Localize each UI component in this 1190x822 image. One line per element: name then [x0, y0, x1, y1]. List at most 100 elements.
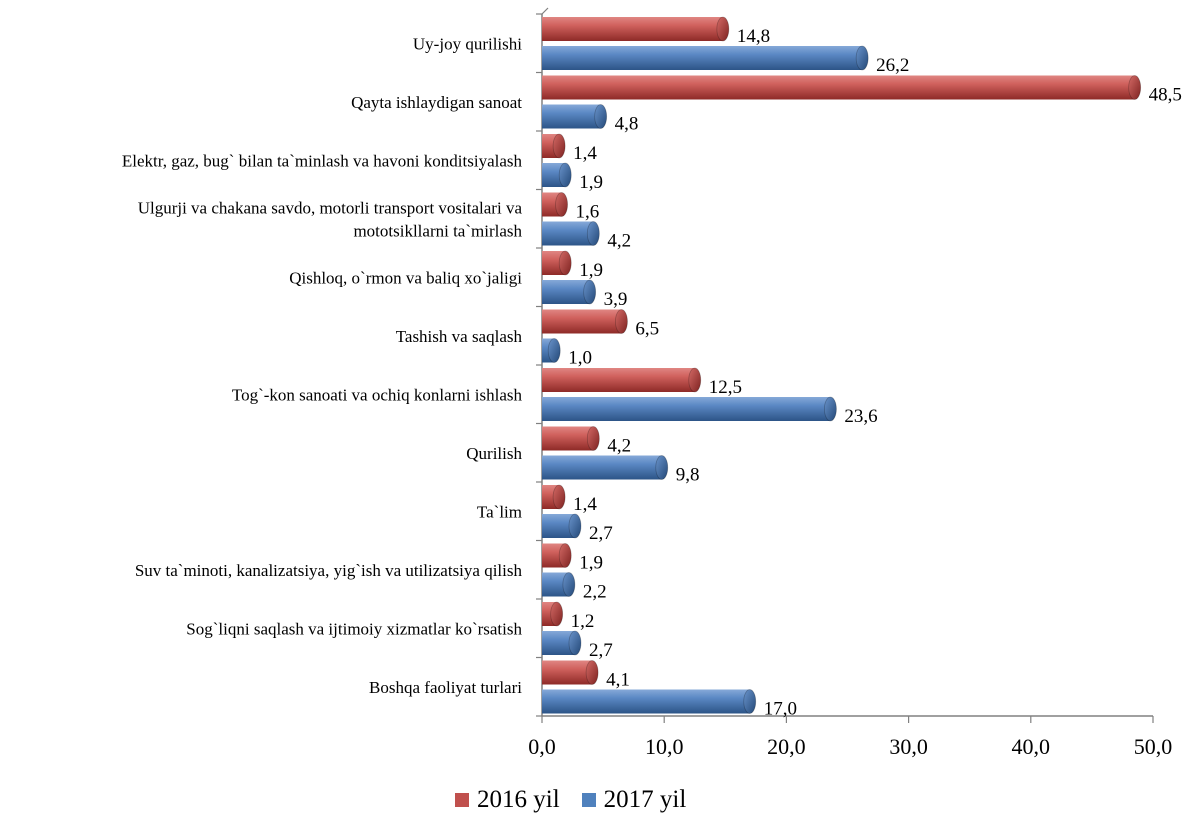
labels-group: Uy-joy qurilishi 14,8 26,2 Qayta ishlaydiga…	[122, 26, 1182, 720]
category-label-line: Ta`lim	[477, 502, 522, 521]
bar-cap-2016	[552, 133, 566, 159]
bar-cap-2016	[586, 426, 600, 451]
category-label-line: Suv ta`minoti, kanalizatsiya, yig`ish va…	[135, 561, 523, 580]
data-label-2017: 26,2	[876, 55, 909, 76]
bar-cap-2016	[555, 192, 568, 217]
x-tick-label: 0,0	[528, 734, 556, 759]
bar-cap-2016	[688, 367, 702, 393]
bar-cap-2017	[655, 455, 669, 480]
category-label-line: Elektr, gaz, bug` bilan ta`minlash va ha…	[122, 151, 523, 170]
axis-depth-line	[541, 7, 549, 15]
bar-2017	[542, 163, 566, 187]
bar-cap-2017	[547, 338, 561, 363]
data-label-2017: 3,9	[604, 289, 628, 310]
bar-cap-2017	[562, 572, 576, 597]
bar-cap-2016	[615, 309, 628, 334]
bar-cap-2017	[568, 513, 582, 539]
category-label: Qurilish	[466, 444, 522, 463]
data-label-2017: 1,9	[579, 172, 603, 193]
bar-cap-2016	[552, 484, 566, 510]
bar-cap-2017	[743, 689, 757, 714]
bar-cap-2017	[568, 630, 582, 656]
bar-2017	[542, 689, 750, 714]
data-label-2017: 4,2	[607, 231, 631, 252]
bar-2017	[542, 455, 662, 480]
data-label-2016: 48,5	[1149, 85, 1182, 106]
bar-cap-2017	[823, 396, 837, 422]
category-label-line: Uy-joy qurilishi	[413, 34, 522, 53]
x-tick-label: 10,0	[645, 734, 684, 759]
bar-2016	[542, 75, 1135, 100]
bars-group	[542, 16, 1142, 714]
legend: 2016 yil 2017 yil	[455, 786, 686, 814]
legend-swatch-2016	[455, 793, 469, 807]
legend-label-2016: 2016 yil	[477, 786, 560, 813]
bar-2017	[542, 280, 590, 304]
category-label-line: Qishloq, o`rmon va baliq xo`jaligi	[289, 268, 522, 287]
bar-2016	[542, 309, 622, 334]
bar-cap-2017	[558, 162, 572, 188]
legend-label-2017: 2017 yil	[603, 786, 687, 813]
category-label: Tog`-kon sanoati va ochiq konlarni ishla…	[232, 385, 523, 404]
data-label-2017: 1,0	[568, 348, 592, 369]
data-label-2017: 23,6	[844, 406, 877, 427]
data-label-2016: 1,2	[571, 611, 595, 632]
category-label: Ulgurji va chakana savdo, motorli transp…	[138, 198, 523, 240]
category-label-line: mototsikllarni ta`mirlash	[353, 221, 522, 240]
category-label: Qishloq, o`rmon va baliq xo`jaligi	[289, 268, 522, 287]
data-label-2016: 1,9	[579, 260, 603, 281]
bar-2016	[542, 368, 695, 392]
legend-item-2016: 2016 yil	[455, 786, 560, 814]
x-tick-label: 40,0	[1012, 734, 1051, 759]
data-label-2017: 4,8	[615, 114, 639, 135]
legend-swatch-2017	[581, 793, 596, 807]
bar-cap-2016	[558, 543, 572, 568]
x-tick-label: 30,0	[889, 734, 928, 759]
category-label: Elektr, gaz, bug` bilan ta`minlash va ha…	[122, 151, 523, 170]
bar-2016	[542, 543, 566, 568]
x-tick-label: 20,0	[767, 734, 806, 759]
data-label-2016: 4,1	[606, 670, 630, 691]
bar-cap-2016	[1128, 75, 1142, 100]
category-label-line: Tashish va saqlash	[396, 327, 523, 346]
bar-cap-2016	[558, 250, 572, 276]
data-label-2016: 12,5	[709, 377, 742, 398]
bar-cap-2016	[716, 16, 730, 42]
category-label: Tashish va saqlash	[396, 327, 523, 346]
x-tick-label: 50,0	[1134, 734, 1173, 759]
data-label-2016: 4,2	[607, 436, 631, 457]
bar-2017	[542, 397, 831, 421]
bar-cap-2017	[594, 104, 608, 129]
data-label-2017: 2,2	[583, 582, 607, 603]
category-label: Sog`liqni saqlash va ijtimoiy xizmatlar …	[186, 619, 522, 638]
category-label-line: Qurilish	[466, 444, 522, 463]
bar-2016	[542, 17, 723, 41]
category-label: Qayta ishlaydigan sanoat	[351, 93, 522, 112]
category-label-line: Boshqa faoliyat turlari	[369, 678, 522, 697]
data-label-2016: 1,4	[573, 143, 597, 164]
category-label: Boshqa faoliyat turlari	[369, 678, 522, 697]
bar-2017	[542, 46, 863, 70]
bar-cap-2017	[583, 279, 597, 305]
category-label: Suv ta`minoti, kanalizatsiya, yig`ish va…	[135, 561, 523, 580]
bar-2016	[542, 426, 594, 451]
bar-cap-2016	[550, 601, 564, 627]
data-label-2016: 1,9	[579, 553, 603, 574]
category-label-line: Ulgurji va chakana savdo, motorli transp…	[138, 198, 523, 217]
bar-cap-2017	[855, 45, 869, 71]
bar-2017	[542, 221, 594, 246]
legend-item-2017: 2017 yil	[581, 786, 687, 814]
category-label-line: Tog`-kon sanoati va ochiq konlarni ishla…	[232, 385, 523, 404]
data-label-2017: 2,7	[589, 523, 613, 544]
category-label-line: Qayta ishlaydigan sanoat	[351, 93, 522, 112]
data-label-2017: 17,0	[764, 699, 797, 720]
category-label-line: Sog`liqni saqlash va ijtimoiy xizmatlar …	[186, 619, 522, 638]
data-label-2016: 6,5	[635, 319, 659, 340]
bar-2016	[542, 660, 593, 685]
bar-cap-2017	[586, 221, 600, 246]
category-label: Uy-joy qurilishi	[413, 34, 522, 53]
data-label-2016: 14,8	[737, 26, 770, 47]
data-label-2017: 9,8	[676, 465, 700, 486]
data-label-2016: 1,4	[573, 494, 597, 515]
